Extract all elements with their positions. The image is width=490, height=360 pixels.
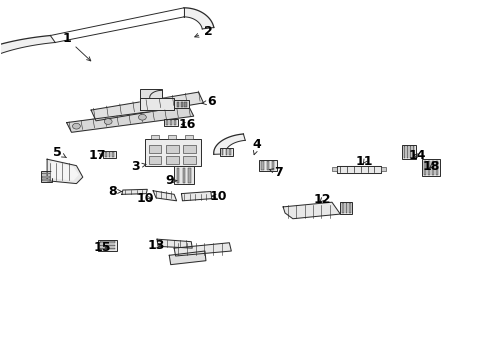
Bar [422, 159, 441, 176]
Bar [342, 203, 343, 213]
Bar [183, 168, 185, 183]
Bar [183, 145, 196, 153]
Bar [407, 146, 408, 158]
Text: 7: 7 [270, 166, 283, 179]
Bar [184, 102, 187, 107]
Bar [100, 248, 115, 249]
Text: 5: 5 [52, 145, 67, 158]
Polygon shape [214, 134, 245, 154]
Bar [151, 135, 159, 139]
Text: 4: 4 [253, 138, 262, 155]
Polygon shape [140, 98, 174, 110]
Bar [402, 145, 416, 159]
Text: 11: 11 [356, 155, 373, 168]
Polygon shape [122, 189, 147, 194]
Polygon shape [337, 166, 381, 173]
Polygon shape [184, 8, 214, 29]
Bar [166, 120, 168, 126]
Bar [345, 203, 347, 213]
Bar [428, 161, 430, 175]
Bar [105, 152, 107, 157]
Text: 16: 16 [179, 118, 196, 131]
Bar [272, 161, 274, 170]
Polygon shape [174, 243, 231, 256]
Polygon shape [67, 107, 194, 132]
Polygon shape [47, 159, 83, 184]
Bar [259, 159, 277, 171]
Bar [174, 166, 194, 184]
Bar [145, 139, 201, 166]
Circle shape [139, 114, 147, 120]
Circle shape [73, 123, 80, 129]
Bar [112, 152, 114, 157]
Bar [149, 156, 161, 163]
Bar [149, 145, 161, 153]
Bar [229, 149, 231, 155]
Polygon shape [91, 92, 203, 121]
Text: 6: 6 [202, 95, 216, 108]
Text: 12: 12 [314, 193, 331, 206]
Polygon shape [153, 191, 176, 201]
Polygon shape [52, 162, 78, 180]
Bar [164, 119, 178, 126]
Bar [100, 244, 115, 246]
Bar [220, 148, 233, 156]
Bar [340, 202, 352, 214]
Bar [183, 156, 196, 163]
Bar [41, 171, 51, 182]
Text: 14: 14 [408, 149, 426, 162]
Bar [42, 176, 50, 177]
Bar [381, 167, 386, 171]
Text: 8: 8 [108, 185, 122, 198]
Text: 10: 10 [209, 190, 227, 203]
Text: 10: 10 [136, 192, 153, 205]
Text: 17: 17 [89, 149, 106, 162]
Text: 13: 13 [147, 239, 165, 252]
Bar [349, 203, 350, 213]
Bar [225, 149, 227, 155]
Text: 15: 15 [94, 241, 111, 254]
Text: 2: 2 [195, 25, 213, 38]
Bar [404, 146, 405, 158]
Bar [332, 167, 337, 171]
Bar [436, 161, 438, 175]
Bar [166, 145, 178, 153]
Bar [103, 151, 116, 158]
Polygon shape [283, 202, 340, 219]
Bar [174, 100, 189, 108]
Text: 9: 9 [165, 174, 177, 187]
Bar [180, 102, 183, 107]
Bar [413, 146, 415, 158]
Bar [109, 152, 110, 157]
Bar [177, 168, 179, 183]
Bar [98, 239, 117, 251]
Bar [261, 161, 264, 170]
Bar [42, 179, 50, 181]
Polygon shape [181, 192, 212, 201]
Circle shape [104, 119, 112, 125]
Text: 3: 3 [131, 160, 146, 173]
Polygon shape [157, 239, 192, 248]
Bar [410, 146, 411, 158]
Bar [168, 135, 175, 139]
Polygon shape [169, 251, 206, 265]
Bar [100, 241, 115, 243]
Bar [185, 135, 193, 139]
Bar [176, 102, 179, 107]
Bar [424, 161, 426, 175]
Bar [170, 120, 172, 126]
Bar [42, 173, 50, 175]
Bar [188, 168, 191, 183]
Bar [140, 89, 162, 98]
Polygon shape [0, 36, 55, 115]
Bar [432, 161, 434, 175]
Text: 18: 18 [423, 160, 441, 173]
Bar [267, 161, 269, 170]
Text: 1: 1 [62, 32, 91, 61]
Bar [174, 120, 176, 126]
Bar [166, 156, 178, 163]
Bar [221, 149, 223, 155]
